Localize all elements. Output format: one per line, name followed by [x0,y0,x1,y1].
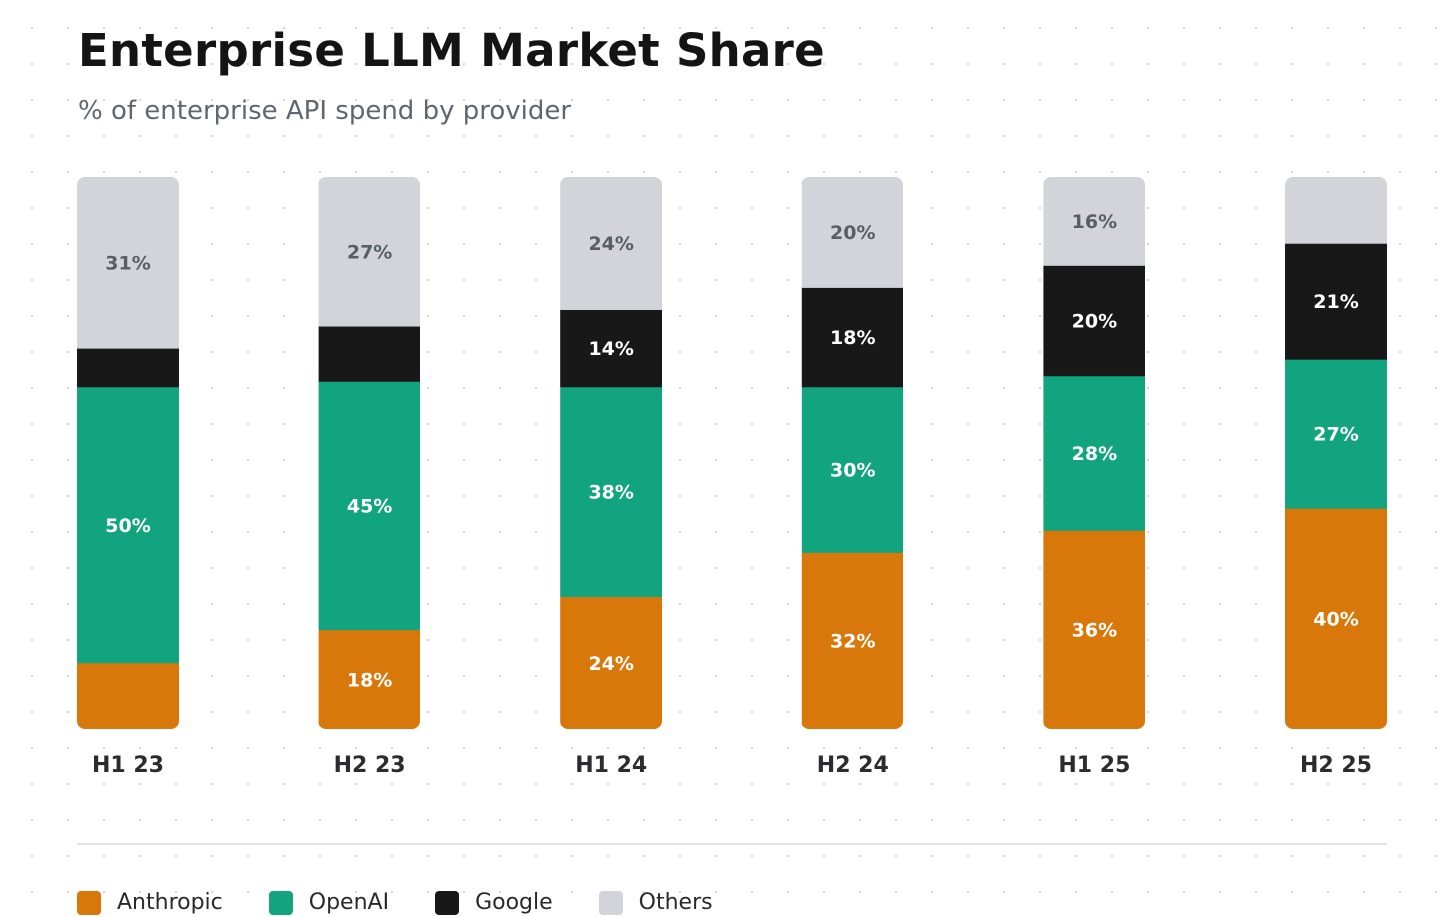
bar-google-h2-25[interactable] [1285,243,1387,360]
bar-anthropic-h2-24[interactable] [801,552,904,729]
bar-google-h2-24[interactable] [801,287,904,388]
x-tick-label-h1-23: H1 23 [92,753,164,778]
bar-others-h2-23[interactable] [318,177,421,327]
chart-subtitle: % of enterprise API spend by provider [78,96,572,126]
legend-item-google[interactable]: Google [435,890,553,915]
bar-others-h1-24[interactable] [560,177,662,310]
bar-stack-h2-25 [1285,177,1387,729]
legend-label-google: Google [475,890,553,915]
legend-swatch-google [435,890,460,915]
legend: Anthropic OpenAI Google Others [77,890,713,915]
x-tick-label-h1-24: H1 24 [575,753,647,778]
bar-anthropic-h1-24[interactable] [560,596,662,730]
bar-openai-h2-24[interactable] [801,386,904,553]
bar-openai-h1-24[interactable] [560,386,662,598]
bar-openai-h2-23[interactable] [318,381,421,631]
stacked-bar-plot: 50% 31% 18% 45% 27% 24% 38% 14% 24% 32% 30% 18% 20% 3… [77,177,1387,778]
bar-google-h1-23[interactable] [77,348,179,388]
bar-anthropic-h1-23[interactable] [77,662,179,730]
bar-others-h1-23[interactable] [77,177,179,349]
data-label-google-h2-25: 21% [1313,291,1358,313]
bar-google-h1-24[interactable] [560,309,662,388]
x-tick-label-h1-25: H1 25 [1058,753,1130,778]
bar-google-h1-25[interactable] [1043,265,1145,377]
data-label-openai-h1-24: 38% [588,482,633,504]
bar-stack-h1-25 [1043,177,1145,729]
data-label-others-h2-24: 20% [830,222,875,244]
data-label-others-h2-23: 27% [347,242,392,264]
data-label-openai-h2-25: 27% [1313,424,1358,446]
legend-label-openai: OpenAI [308,890,390,915]
data-label-google-h2-24: 18% [830,327,875,349]
data-label-google-h1-25: 20% [1072,311,1117,333]
legend-label-others: Others [638,890,713,915]
bars-group [77,177,1387,730]
data-label-google-h1-24: 14% [588,338,633,360]
data-label-openai-h1-25: 28% [1072,443,1117,465]
bar-openai-h2-25[interactable] [1285,359,1387,509]
x-axis-tick-labels: H1 23 H2 23 H1 24 H2 24 H1 25 H2 25 [92,753,1372,778]
data-label-anthropic-h1-25: 36% [1072,620,1117,642]
bar-stack-h1-24 [560,177,662,730]
data-label-anthropic-h2-25: 40% [1313,609,1358,631]
x-tick-label-h2-25: H2 25 [1300,753,1372,778]
data-label-others-h1-23: 31% [105,253,150,275]
legend-label-anthropic: Anthropic [117,890,223,915]
bar-others-h2-25[interactable] [1285,177,1387,244]
bar-others-h1-25[interactable] [1043,177,1145,266]
data-label-others-h1-25: 16% [1072,211,1117,233]
x-tick-label-h2-23: H2 23 [334,753,406,778]
legend-divider [77,843,1387,845]
bar-anthropic-h1-25[interactable] [1043,530,1145,729]
data-label-openai-h2-24: 30% [830,460,875,482]
bar-stack-h1-23 [77,177,179,730]
data-label-openai-h2-23: 45% [347,495,392,517]
legend-swatch-anthropic [77,890,101,915]
x-tick-label-h2-24: H2 24 [817,753,889,778]
chart-title: Enterprise LLM Market Share [78,24,825,77]
data-label-anthropic-h2-23: 18% [347,669,392,691]
legend-swatch-others [598,890,623,915]
data-label-anthropic-h1-24: 24% [588,653,633,675]
legend-item-anthropic[interactable]: Anthropic [77,890,223,915]
bar-labels-group: 50% 31% 18% 45% 27% 24% 38% 14% 24% 32% 30% 18% 20% 3… [105,211,1358,691]
bar-google-h2-23[interactable] [318,326,421,382]
bar-anthropic-h2-23[interactable] [318,629,421,730]
data-label-others-h1-24: 24% [588,233,633,255]
legend-item-others[interactable]: Others [598,890,713,915]
bar-anthropic-h2-25[interactable] [1285,508,1387,729]
bar-others-h2-24[interactable] [801,177,904,288]
bar-stack-h2-23 [318,177,421,730]
bar-openai-h1-25[interactable] [1043,375,1145,531]
bar-stack-h2-24 [801,177,904,729]
bar-openai-h1-23[interactable] [77,386,179,664]
legend-item-openai[interactable]: OpenAI [268,890,390,915]
data-label-anthropic-h2-24: 32% [830,631,875,653]
legend-swatch-openai [268,890,293,915]
data-label-openai-h1-23: 50% [105,515,150,537]
